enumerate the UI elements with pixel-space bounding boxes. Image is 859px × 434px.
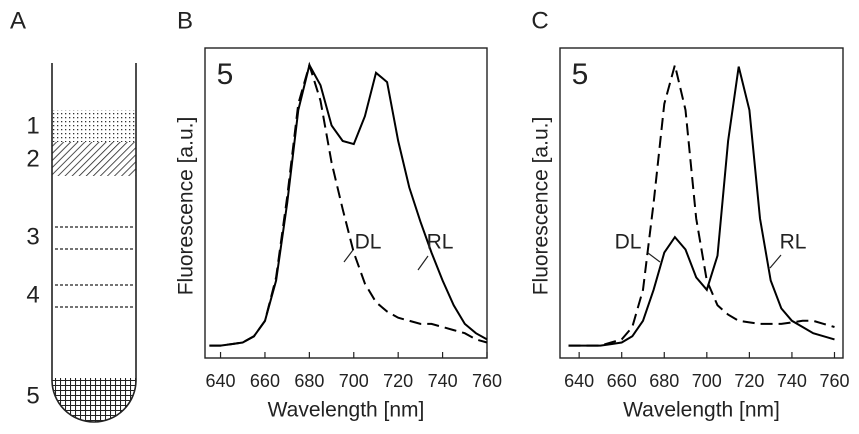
x-tick-label: 700 [692,371,722,391]
panel-label: C [531,7,548,34]
tube-diagram: A [10,7,137,423]
plot-frame [559,47,844,359]
x-tick-label: 680 [649,371,679,391]
band-1 [52,110,136,142]
panel-label: B [177,7,193,34]
band-2 [52,142,136,176]
x-axis-label: Wavelength [nm] [623,399,780,422]
x-tick-label: 720 [734,371,764,391]
x-tick-label: 760 [819,371,849,391]
annotation: 5 [572,58,589,91]
x-tick-label: 660 [607,371,637,391]
series-label: DL [355,231,382,254]
series-line [568,64,835,347]
panel-label: A [10,7,26,34]
series-line [209,61,488,347]
series-label: RL [427,231,454,254]
band-label: 1 [26,112,39,139]
x-tick-label: 640 [206,371,236,391]
x-tick-label: 660 [250,371,280,391]
x-tick-label: 740 [777,371,807,391]
x-tick-label: 760 [472,371,502,391]
tube [51,63,137,423]
x-tick-label: 640 [564,371,594,391]
band-5 [52,378,136,422]
x-tick-label: 680 [294,371,324,391]
series-label: DL [615,231,642,254]
leader-line [417,255,429,271]
leader-line [769,254,782,269]
band-label: 4 [26,281,39,308]
y-axis-label: Fluorescence [a.u.] [530,117,553,296]
leader-line [343,249,354,263]
series-line [209,62,488,347]
x-tick-label: 740 [428,371,458,391]
leader-line [647,252,661,263]
band-label: 2 [26,145,39,172]
plot-frame [204,47,488,359]
series-label: RL [780,231,807,254]
y-axis-label: Fluorescence [a.u.] [175,117,198,296]
annotation: 5 [217,58,234,91]
band-label: 5 [26,382,39,409]
band-label: 3 [26,223,39,250]
x-tick-label: 700 [339,371,369,391]
x-axis-label: Wavelength [nm] [268,399,425,422]
x-tick-label: 720 [383,371,413,391]
series-line [568,66,835,347]
